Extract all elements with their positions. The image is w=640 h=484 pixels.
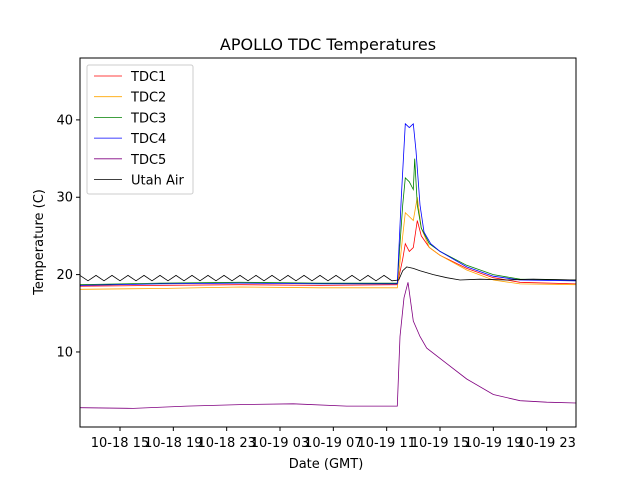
y-tick-label: 10 [56,345,73,360]
y-tick-label: 40 [56,113,73,128]
x-tick-label: 10-19 19 [464,436,522,451]
legend-label: TDC3 [130,111,166,126]
legend-label: TDC4 [130,132,166,147]
legend-label: Utah Air [131,174,184,189]
series-line-tdc3 [80,158,576,286]
x-tick-label: 10-19 03 [251,436,309,451]
series-line-tdc2 [80,197,576,290]
series-line-tdc1 [80,220,576,287]
y-axis-label: Temperature (C) [32,189,47,296]
x-tick-label: 10-19 11 [357,436,415,451]
series-line-tdc4 [80,122,576,286]
legend-label: TDC2 [130,91,166,106]
x-axis-label: Date (GMT) [289,457,364,472]
y-tick-label: 30 [56,191,73,206]
series-line-utah-air [80,266,576,282]
x-tick-label: 10-19 07 [304,436,362,451]
legend-label: TDC5 [130,153,166,168]
x-tick-label: 10-19 23 [517,436,575,451]
y-tick-label: 20 [56,268,73,283]
plot-frame [79,57,577,428]
x-tick-label: 10-19 15 [411,436,469,451]
chart-title: APOLLO TDC Temperatures [220,35,436,54]
x-tick-label: 10-18 15 [91,436,149,451]
x-tick-label: 10-18 23 [197,436,255,451]
legend: TDC1 TDC2 TDC3 TDC4 TDC5 Utah Air [86,64,194,195]
series-line-tdc5 [80,282,576,409]
legend-label: TDC1 [130,70,166,85]
x-tick-label: 10-18 19 [144,436,202,451]
